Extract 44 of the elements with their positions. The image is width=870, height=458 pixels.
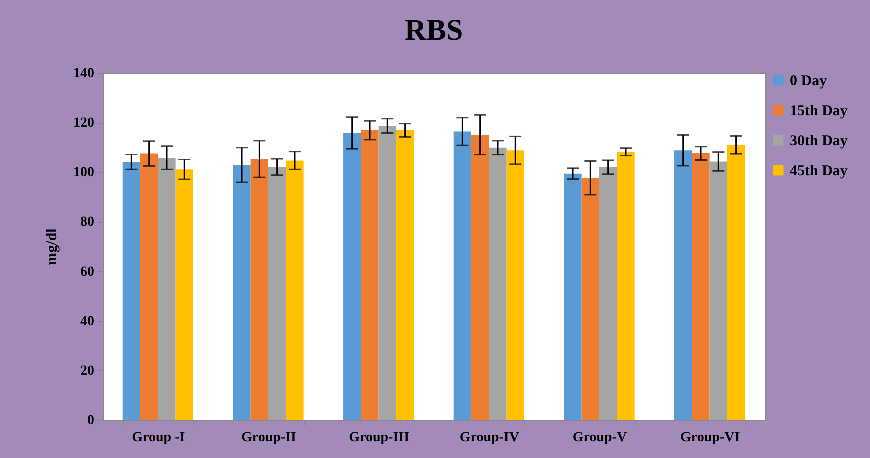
bar: [674, 150, 692, 420]
bar: [176, 170, 194, 420]
x-tick-label: Group-III: [349, 430, 410, 446]
bar: [489, 148, 507, 420]
bar: [727, 145, 746, 420]
y-tick-label: 140: [74, 66, 94, 82]
y-tick-label: 0: [88, 414, 94, 428]
x-tick-label: Group-V: [572, 430, 628, 446]
bar: [710, 162, 728, 420]
y-tick-label: 20: [80, 364, 94, 379]
x-tick-label: Group-II: [242, 430, 296, 446]
x-tick-label: Group-IV: [460, 430, 520, 446]
bar: [378, 126, 396, 420]
bar: [250, 159, 268, 420]
chart-title: RBS: [404, 14, 464, 47]
bar: [268, 167, 286, 420]
bar: [472, 134, 490, 420]
y-tick-label: 40: [80, 314, 94, 330]
legend-label: 0 Day: [790, 74, 828, 90]
bar: [361, 130, 379, 420]
bar: [617, 152, 635, 420]
bar: [564, 174, 582, 420]
bar: [158, 158, 176, 420]
bar: [122, 162, 141, 420]
bar: [233, 165, 251, 420]
y-tick-label: 80: [80, 215, 94, 230]
legend-label: 15th Day: [790, 104, 848, 120]
y-tick-label: 60: [80, 264, 94, 280]
bar: [140, 154, 158, 420]
bar: [582, 178, 600, 420]
bar: [600, 167, 618, 420]
legend-label: 30th Day: [790, 134, 848, 150]
bar: [506, 150, 524, 420]
y-axis-title: mg/dl: [44, 228, 60, 266]
x-tick-label: Group -I: [132, 430, 186, 446]
bar: [396, 130, 414, 420]
y-tick-label: 100: [74, 166, 94, 181]
bar: [692, 154, 710, 420]
bar: [286, 160, 304, 420]
legend-label: 45th Day: [790, 164, 848, 180]
bar: [344, 133, 362, 420]
y-tick-label: 120: [74, 116, 94, 132]
bar: [454, 132, 472, 420]
x-tick-label: Group-VI: [680, 430, 740, 446]
